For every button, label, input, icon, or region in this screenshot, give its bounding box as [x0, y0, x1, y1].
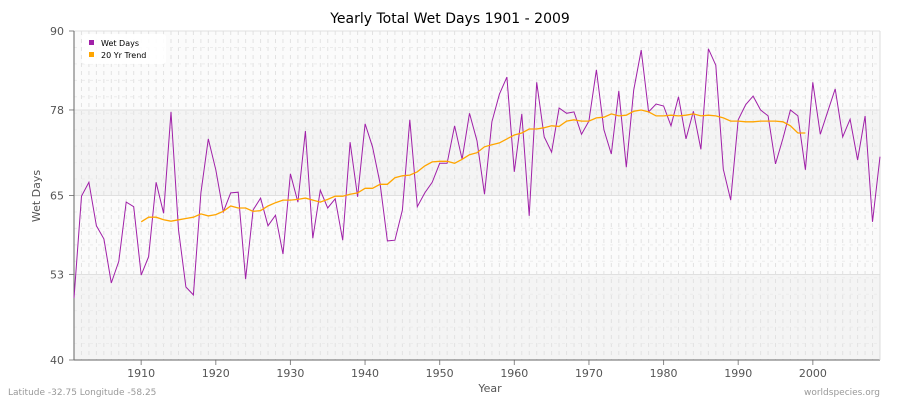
- x-tick-label: 1980: [650, 367, 678, 380]
- legend-label-trend: 20 Yr Trend: [101, 51, 146, 60]
- y-tick-label: 78: [50, 104, 64, 117]
- legend: Wet Days 20 Yr Trend: [82, 34, 166, 64]
- trend-series-line: [140, 109, 806, 223]
- location-text: Latitude -32.75 Longitude -58.25: [8, 388, 156, 398]
- y-tick-label: 65: [50, 190, 64, 203]
- chart-title: Yearly Total Wet Days 1901 - 2009: [329, 11, 570, 27]
- x-axis-label: Year: [477, 382, 502, 395]
- x-tick-label: 2000: [799, 367, 827, 380]
- x-tick-label: 1990: [724, 367, 752, 380]
- y-tick-label: 40: [50, 354, 64, 367]
- y-tick-label: 90: [50, 25, 64, 38]
- x-tick-label: 1910: [127, 367, 155, 380]
- legend-label-wet-days: Wet Days: [101, 39, 139, 48]
- y-tick-label: 53: [50, 268, 64, 281]
- x-tick-label: 1940: [351, 367, 379, 380]
- legend-swatch-trend: [89, 52, 94, 57]
- x-tick-label: 1950: [426, 367, 454, 380]
- x-tick-label: 1960: [500, 367, 528, 380]
- y-axis-label: Wet Days: [30, 170, 43, 223]
- x-tick-label: 1930: [276, 367, 304, 380]
- x-tick-label: 1970: [575, 367, 603, 380]
- x-tick-label: 1920: [202, 367, 230, 380]
- source-text: worldspecies.org: [804, 388, 880, 398]
- wet-days-series-line: [73, 48, 881, 299]
- legend-swatch-wet-days: [89, 40, 94, 45]
